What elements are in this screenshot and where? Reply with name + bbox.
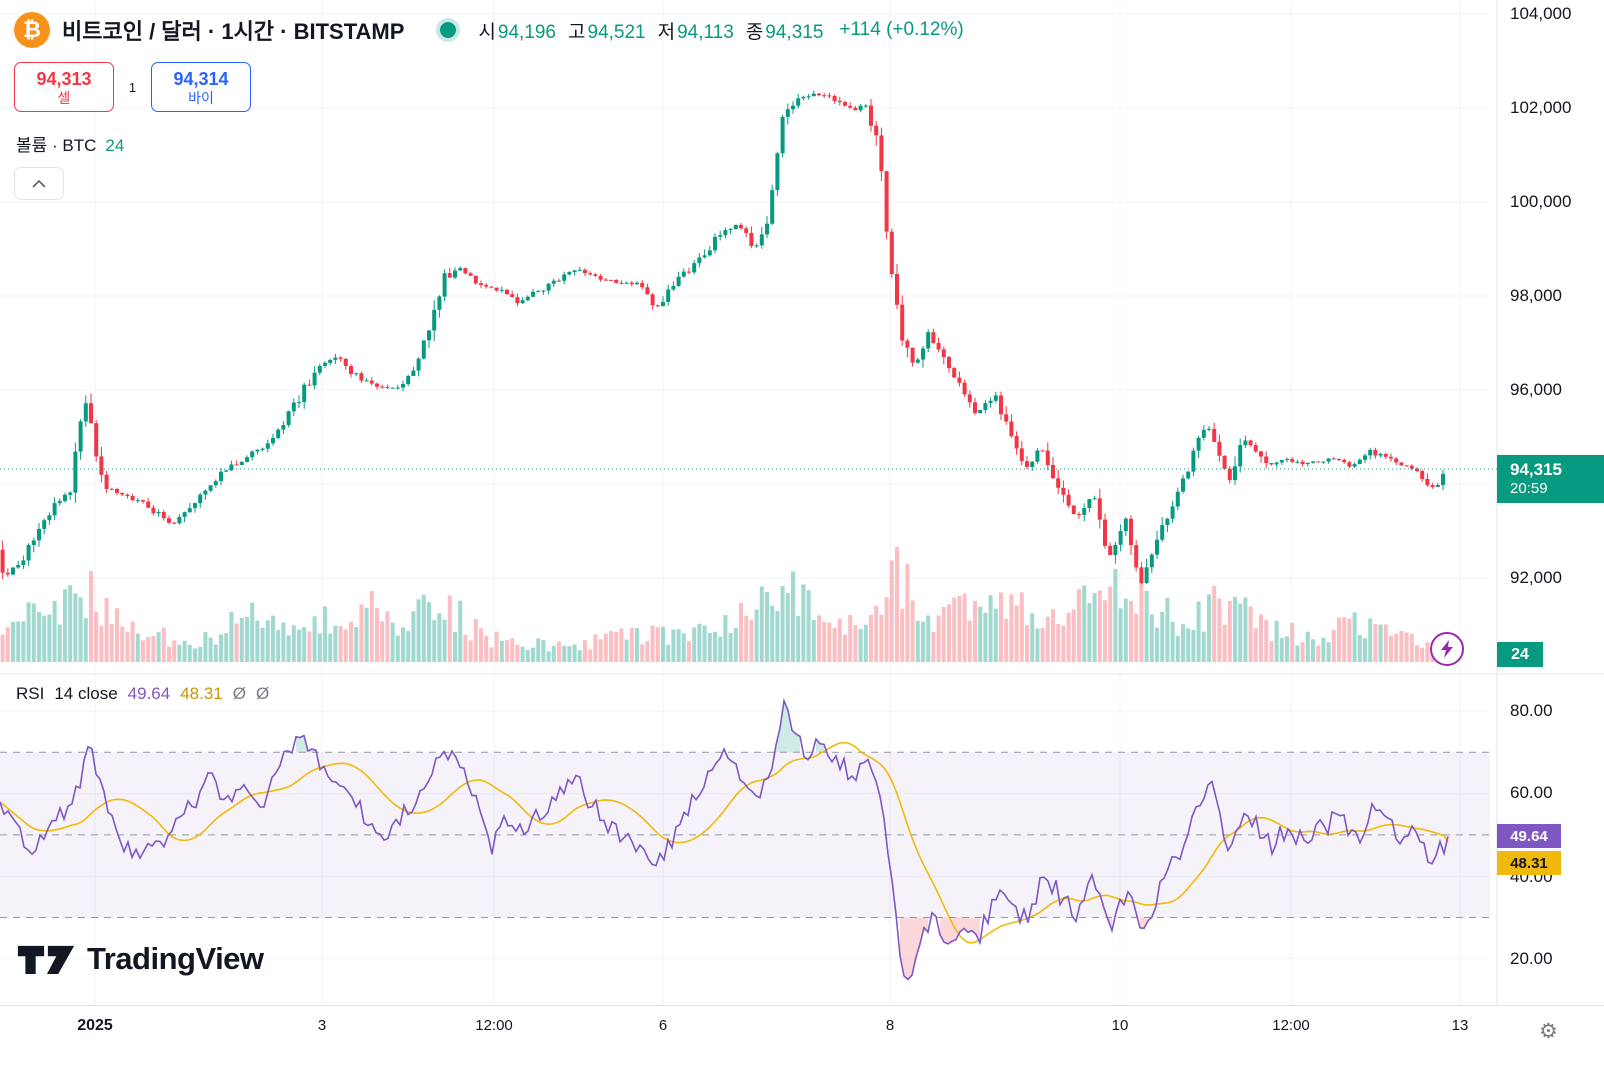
candle-countdown: 20:59 (1510, 480, 1548, 497)
time-axis-label: 3 (317, 1017, 327, 1034)
chevron-up-icon (32, 179, 46, 188)
axis-label: 60.00 (1510, 783, 1553, 802)
volume-value: 24 (105, 136, 125, 155)
tradingview-logo-icon (17, 945, 75, 974)
buy-label: 바이 (188, 89, 214, 106)
trade-buttons-row: 94,313 셀 1 94,314 바이 (14, 62, 251, 112)
spread-value: 1 (128, 79, 137, 95)
axis-label: 20.00 (1510, 949, 1553, 968)
market-status-dot[interactable] (440, 22, 457, 38)
current-price-badge: 94,315 20:59 (1497, 455, 1604, 503)
instant-order-button[interactable] (1430, 632, 1464, 666)
ohlc-low: 저 94,113 (657, 21, 734, 43)
ohlc-open: 시 94,196 (478, 21, 557, 43)
tradingview-watermark[interactable]: TradingView (16, 938, 264, 980)
rsi-ma-value: 48.31 (180, 684, 223, 703)
rsi-legend[interactable]: RSI 14 close 49.64 48.31 Ø Ø (16, 684, 269, 704)
price-change: +114 (+0.12%) (839, 19, 964, 40)
sell-label: 셀 (57, 89, 71, 106)
rsi-value-badge: 49.64 (1497, 824, 1561, 848)
volume-axis-badge: 24 (1497, 642, 1543, 667)
sell-button[interactable]: 94,313 셀 (14, 62, 114, 112)
sell-price: 94,313 (36, 68, 92, 89)
axis-label: 92,000 (1510, 568, 1562, 587)
rsi-value: 49.64 (127, 684, 171, 703)
collapse-panel-button[interactable] (14, 167, 64, 200)
axis-settings-gear-icon[interactable]: ⚙ (1539, 1020, 1558, 1043)
rsi-title: RSI (16, 684, 45, 703)
axis-label: 98,000 (1510, 286, 1562, 305)
time-axis-label: 8 (885, 1017, 895, 1034)
bitcoin-icon: ₿ (14, 12, 50, 48)
ohlc-values: 시 94,196 고 94,521 저 94,113 종 94,315 +114 (+0… (478, 17, 963, 44)
axis-label: 100,000 (1510, 192, 1572, 211)
volume-legend[interactable]: 볼륨 · BTC 24 (16, 131, 124, 156)
time-axis-label: 6 (658, 1017, 668, 1034)
axis-label: 104,000 (1510, 4, 1572, 23)
time-axis[interactable]: 2025 3 12:00 6 8 10 12:00 13 (0, 1005, 1604, 1080)
time-axis-label: 10 (1111, 1017, 1129, 1034)
time-axis-label: 13 (1451, 1017, 1469, 1034)
axis-label: 102,000 (1510, 98, 1572, 117)
rsi-empty-icon[interactable]: Ø (232, 684, 246, 703)
ohlc-high: 고 94,521 (568, 21, 646, 43)
rsi-empty-icon[interactable]: Ø (256, 684, 270, 703)
ohlc-close: 종 94,315 (745, 21, 824, 43)
watermark-text: TradingView (87, 941, 264, 976)
current-price: 94,315 (1510, 460, 1562, 479)
symbol-header: ₿ 비트코인 / 달러 · 1시간 · BITSTAMP 시 94,196 고 94… (14, 12, 964, 48)
time-axis-label: 2025 (77, 1017, 113, 1034)
buy-price: 94,314 (173, 68, 229, 89)
volume-label: 볼륨 · BTC (16, 136, 97, 155)
time-axis-label: 12:00 (475, 1017, 513, 1034)
rsi-params: 14 close (54, 684, 118, 703)
rsi-ma-badge: 48.31 (1497, 851, 1561, 875)
lightning-icon (1440, 640, 1453, 658)
axis-label: 96,000 (1510, 380, 1562, 399)
axis-label: 80.00 (1510, 701, 1553, 720)
buy-button[interactable]: 94,314 바이 (151, 62, 251, 112)
symbol-title[interactable]: 비트코인 / 달러 · 1시간 · BITSTAMP (62, 19, 405, 44)
time-axis-label: 12:00 (1272, 1017, 1310, 1034)
